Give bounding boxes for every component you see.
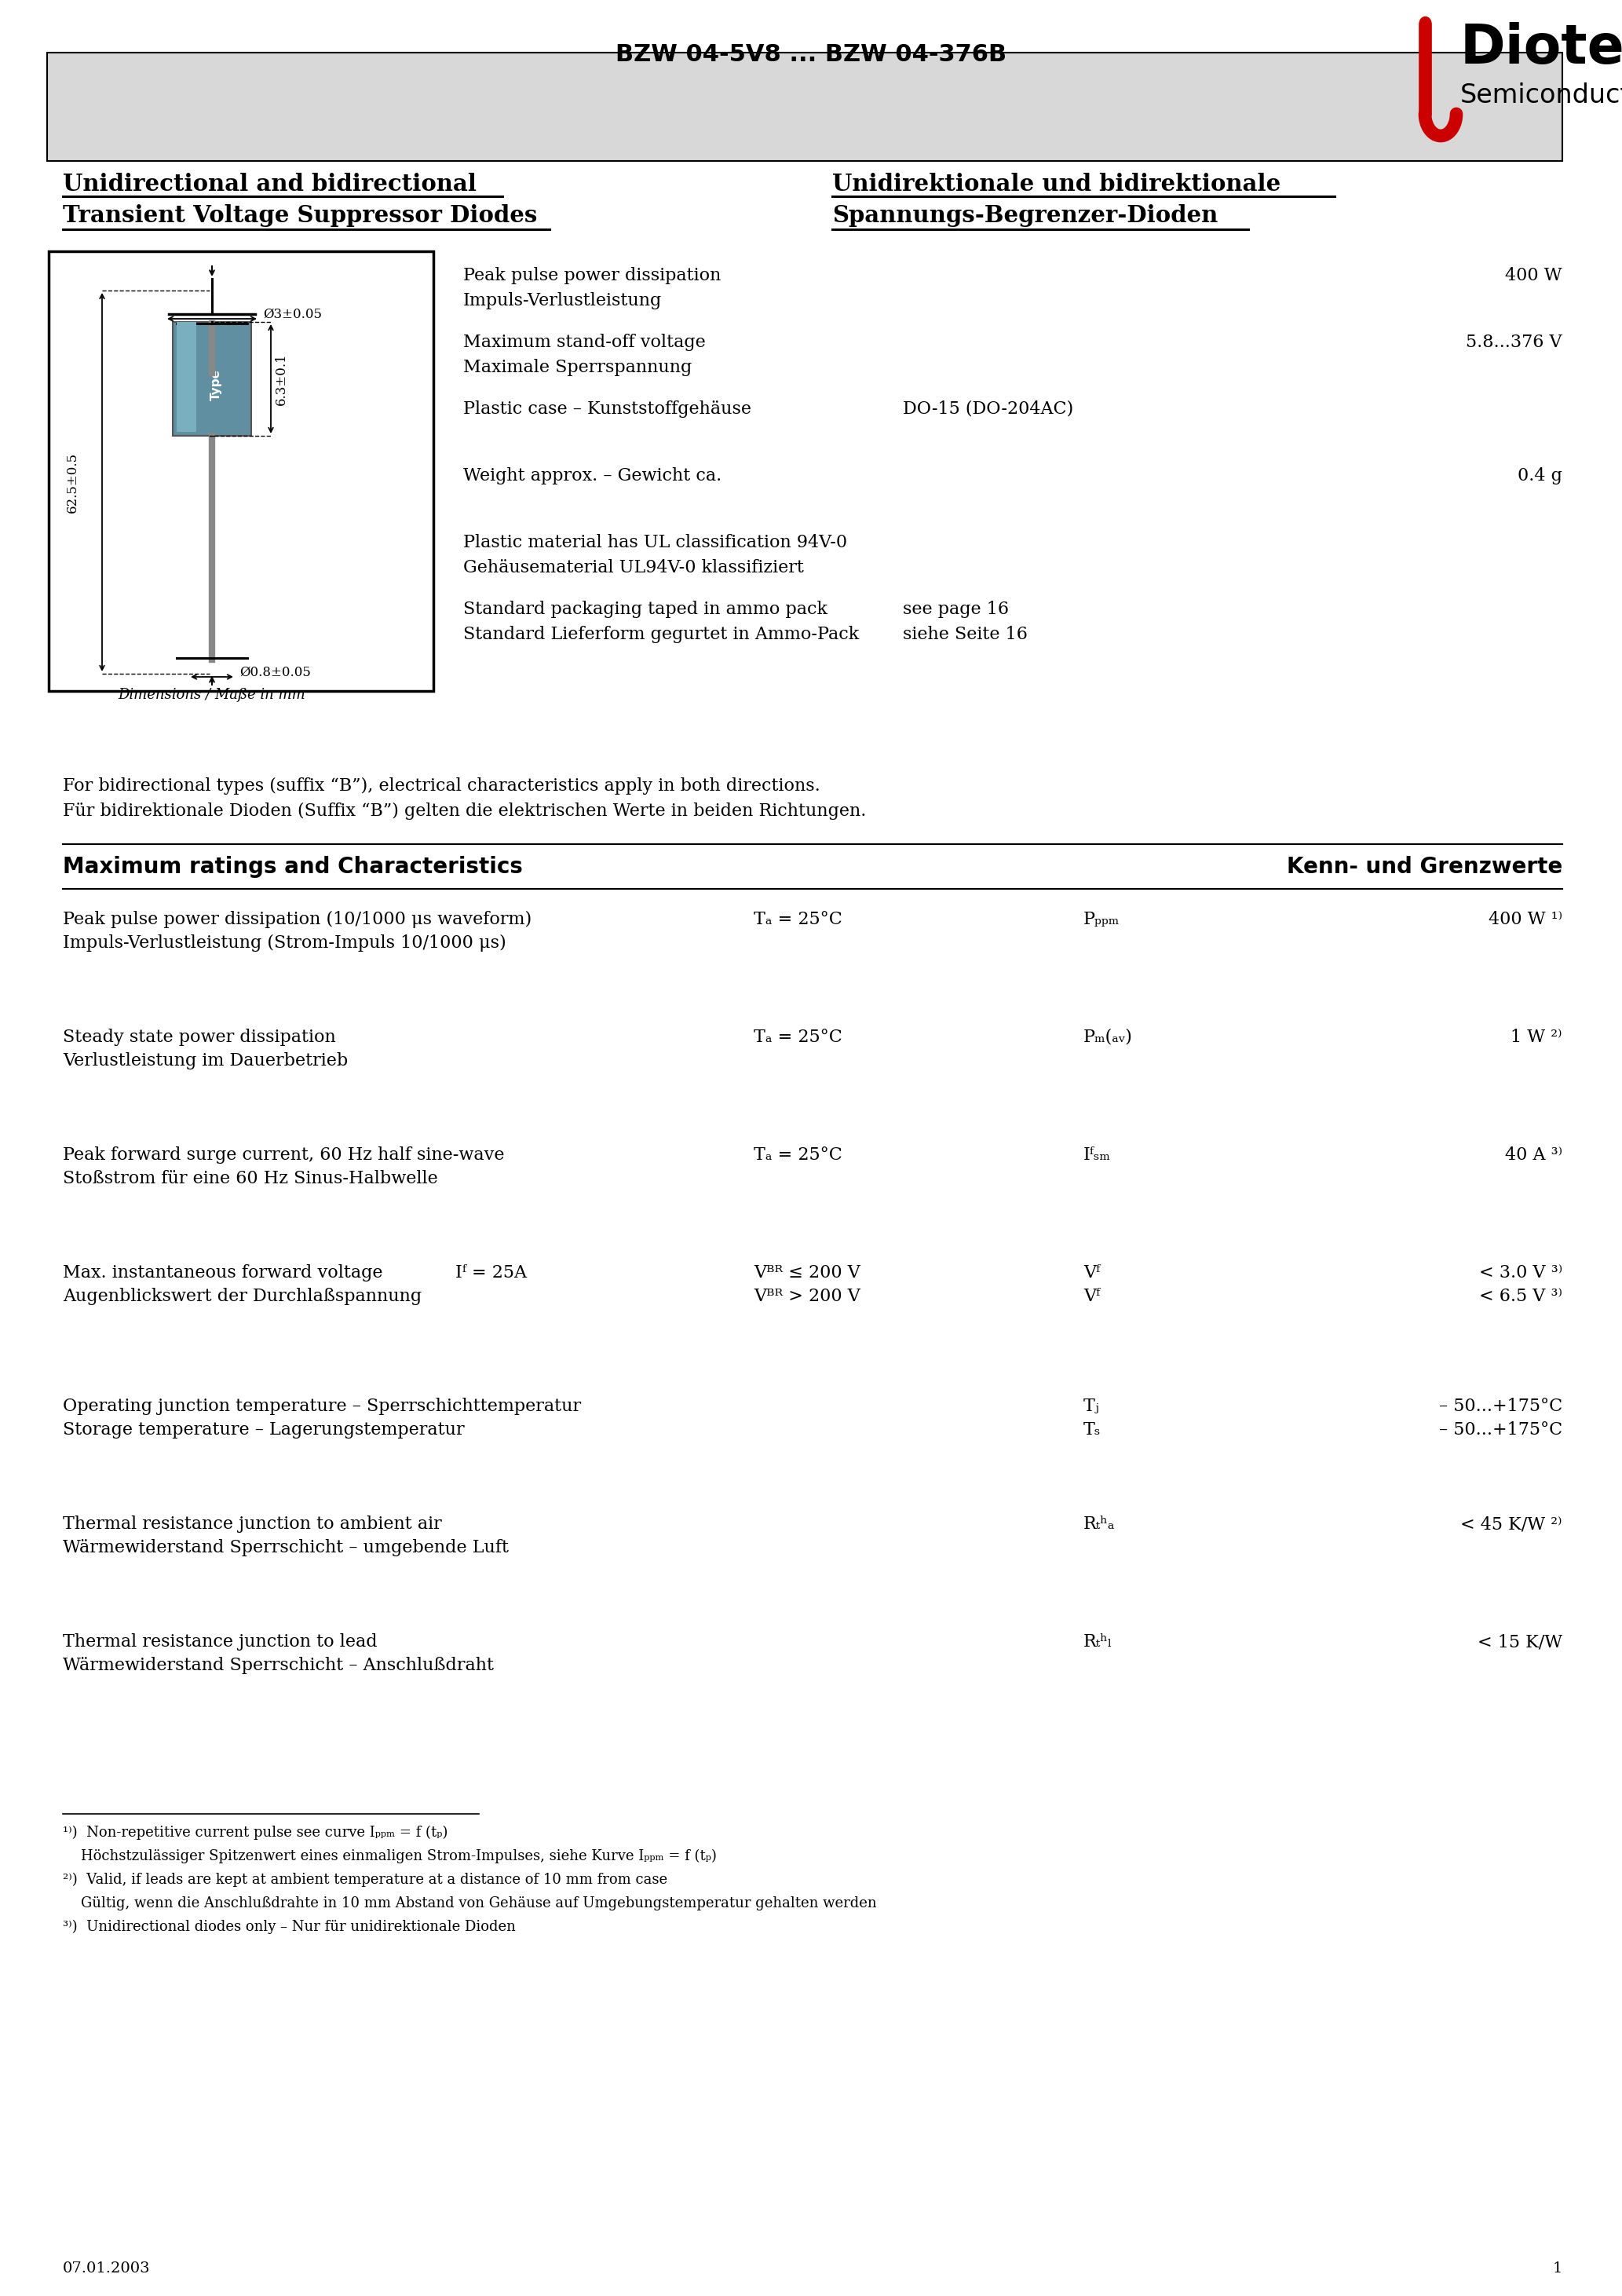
Text: Storage temperature – Lagerungstemperatur: Storage temperature – Lagerungstemperatu… (63, 1421, 464, 1440)
Text: Type: Type (209, 370, 222, 400)
Bar (172, 321, 251, 436)
Text: Pₚₚₘ: Pₚₚₘ (1083, 912, 1119, 928)
Bar (177, 321, 196, 432)
Text: BZW 04-5V8 ... BZW 04-376B: BZW 04-5V8 ... BZW 04-376B (615, 44, 1007, 67)
Text: 40 A ³⁾: 40 A ³⁾ (1505, 1146, 1562, 1164)
Text: Vᶠ: Vᶠ (1083, 1288, 1100, 1304)
Text: < 6.5 V ³⁾: < 6.5 V ³⁾ (1479, 1288, 1562, 1304)
Text: Iᶠ = 25A: Iᶠ = 25A (456, 1265, 527, 1281)
Text: Weight approx. – Gewicht ca.: Weight approx. – Gewicht ca. (464, 466, 722, 484)
Text: DO-15 (DO-204AC): DO-15 (DO-204AC) (903, 400, 1074, 418)
Text: 400 W ¹⁾: 400 W ¹⁾ (1489, 912, 1562, 928)
Text: Rₜʰₗ: Rₜʰₗ (1083, 1632, 1113, 1651)
Text: Peak forward surge current, 60 Hz half sine-wave: Peak forward surge current, 60 Hz half s… (63, 1146, 504, 1164)
Text: ³⁾)  Unidirectional diodes only – Nur für unidirektionale Dioden: ³⁾) Unidirectional diodes only – Nur für… (63, 1919, 516, 1933)
Text: 1: 1 (1552, 2262, 1562, 2275)
Text: Tⱼ: Tⱼ (1083, 1398, 1100, 1414)
Text: Gehäusematerial UL94V-0 klassifiziert: Gehäusematerial UL94V-0 klassifiziert (464, 560, 805, 576)
Text: Tₐ = 25°C: Tₐ = 25°C (754, 1146, 842, 1164)
Text: Vᴮᴿ > 200 V: Vᴮᴿ > 200 V (754, 1288, 860, 1304)
Text: Thermal resistance junction to ambient air: Thermal resistance junction to ambient a… (63, 1515, 441, 1534)
Text: Gültig, wenn die Anschlußdrahte in 10 mm Abstand von Gehäuse auf Umgebungstemper: Gültig, wenn die Anschlußdrahte in 10 mm… (63, 1896, 876, 1910)
Text: Standard Lieferform gegurtet in Ammo-Pack: Standard Lieferform gegurtet in Ammo-Pac… (464, 627, 860, 643)
Text: Höchstzulässiger Spitzenwert eines einmaligen Strom-Impulses, siehe Kurve Iₚₚₘ =: Höchstzulässiger Spitzenwert eines einma… (63, 1848, 717, 1864)
Text: ¹⁾)  Non-repetitive current pulse see curve Iₚₚₘ = f (tₚ): ¹⁾) Non-repetitive current pulse see cur… (63, 1825, 448, 1839)
Text: – 50...+175°C: – 50...+175°C (1439, 1398, 1562, 1414)
Text: Verlustleistung im Dauerbetrieb: Verlustleistung im Dauerbetrieb (63, 1052, 349, 1070)
Text: ²⁾)  Valid, if leads are kept at ambient temperature at a distance of 10 mm from: ²⁾) Valid, if leads are kept at ambient … (63, 1874, 667, 1887)
Text: Maximum ratings and Characteristics: Maximum ratings and Characteristics (63, 856, 522, 877)
Text: see page 16: see page 16 (903, 602, 1009, 618)
Text: Maximum stand-off voltage: Maximum stand-off voltage (464, 333, 706, 351)
Bar (47, 53, 1562, 161)
Text: Maximale Sperrspannung: Maximale Sperrspannung (464, 358, 693, 377)
Text: Semiconductor: Semiconductor (1460, 83, 1622, 108)
Text: Stoßstrom für eine 60 Hz Sinus-Halbwelle: Stoßstrom für eine 60 Hz Sinus-Halbwelle (63, 1171, 438, 1187)
Text: Unidirectional and bidirectional: Unidirectional and bidirectional (63, 172, 477, 195)
Bar (49, 250, 433, 691)
Text: Plastic material has UL classification 94V-0: Plastic material has UL classification 9… (464, 535, 847, 551)
Text: Transient Voltage Suppressor Diodes: Transient Voltage Suppressor Diodes (63, 204, 537, 227)
Text: Impuls-Verlustleistung (Strom-Impuls 10/1000 μs): Impuls-Verlustleistung (Strom-Impuls 10/… (63, 934, 506, 953)
Text: Rₜʰₐ: Rₜʰₐ (1083, 1515, 1116, 1534)
Text: < 3.0 V ³⁾: < 3.0 V ³⁾ (1479, 1265, 1562, 1281)
Text: 62.5±0.5: 62.5±0.5 (65, 452, 79, 512)
Text: 6.3±0.1: 6.3±0.1 (274, 354, 289, 406)
Text: For bidirectional types (suffix “B”), electrical characteristics apply in both d: For bidirectional types (suffix “B”), el… (63, 778, 821, 794)
Text: Für bidirektionale Dioden (Suffix “B”) gelten die elektrischen Werte in beiden R: Für bidirektionale Dioden (Suffix “B”) g… (63, 804, 866, 820)
Text: Operating junction temperature – Sperrschichttemperatur: Operating junction temperature – Sperrsc… (63, 1398, 581, 1414)
Text: Iᶠₛₘ: Iᶠₛₘ (1083, 1146, 1111, 1164)
Text: Dimensions / Maße in mm: Dimensions / Maße in mm (118, 689, 305, 703)
Text: 1 W ²⁾: 1 W ²⁾ (1512, 1029, 1562, 1047)
Text: Plastic case – Kunststoffgehäuse: Plastic case – Kunststoffgehäuse (464, 400, 751, 418)
Text: Augenblickswert der Durchlaßspannung: Augenblickswert der Durchlaßspannung (63, 1288, 422, 1304)
Text: siehe Seite 16: siehe Seite 16 (903, 627, 1028, 643)
Text: Standard packaging taped in ammo pack: Standard packaging taped in ammo pack (464, 602, 827, 618)
Text: Ø0.8±0.05: Ø0.8±0.05 (240, 666, 311, 680)
Text: 400 W: 400 W (1505, 266, 1562, 285)
Text: < 45 K/W ²⁾: < 45 K/W ²⁾ (1461, 1515, 1562, 1534)
Text: Diotec: Diotec (1460, 23, 1622, 73)
Text: Impuls-Verlustleistung: Impuls-Verlustleistung (464, 292, 662, 310)
Text: Unidirektionale und bidirektionale: Unidirektionale und bidirektionale (832, 172, 1281, 195)
Text: Vᶠ: Vᶠ (1083, 1265, 1100, 1281)
Text: Pₘ(ₐᵥ): Pₘ(ₐᵥ) (1083, 1029, 1132, 1047)
Text: 0.4 g: 0.4 g (1518, 466, 1562, 484)
Text: Ø3±0.05: Ø3±0.05 (263, 308, 321, 321)
Text: Peak pulse power dissipation: Peak pulse power dissipation (464, 266, 722, 285)
Text: Tₛ: Tₛ (1083, 1421, 1101, 1440)
Text: Spannungs-Begrenzer-Dioden: Spannungs-Begrenzer-Dioden (832, 204, 1218, 227)
Text: Max. instantaneous forward voltage: Max. instantaneous forward voltage (63, 1265, 383, 1281)
Text: 07.01.2003: 07.01.2003 (63, 2262, 151, 2275)
Text: Tₐ = 25°C: Tₐ = 25°C (754, 1029, 842, 1047)
Text: Kenn- und Grenzwerte: Kenn- und Grenzwerte (1286, 856, 1562, 877)
Text: – 50...+175°C: – 50...+175°C (1439, 1421, 1562, 1440)
Text: 5.8...376 V: 5.8...376 V (1466, 333, 1562, 351)
Text: Wärmewiderstand Sperrschicht – umgebende Luft: Wärmewiderstand Sperrschicht – umgebende… (63, 1538, 509, 1557)
Text: Wärmewiderstand Sperrschicht – Anschlußdraht: Wärmewiderstand Sperrschicht – Anschlußd… (63, 1658, 493, 1674)
Text: < 15 K/W: < 15 K/W (1478, 1632, 1562, 1651)
Text: Peak pulse power dissipation (10/1000 μs waveform): Peak pulse power dissipation (10/1000 μs… (63, 912, 532, 928)
Text: Vᴮᴿ ≤ 200 V: Vᴮᴿ ≤ 200 V (754, 1265, 860, 1281)
Text: Thermal resistance junction to lead: Thermal resistance junction to lead (63, 1632, 378, 1651)
Text: Steady state power dissipation: Steady state power dissipation (63, 1029, 336, 1047)
Text: Tₐ = 25°C: Tₐ = 25°C (754, 912, 842, 928)
